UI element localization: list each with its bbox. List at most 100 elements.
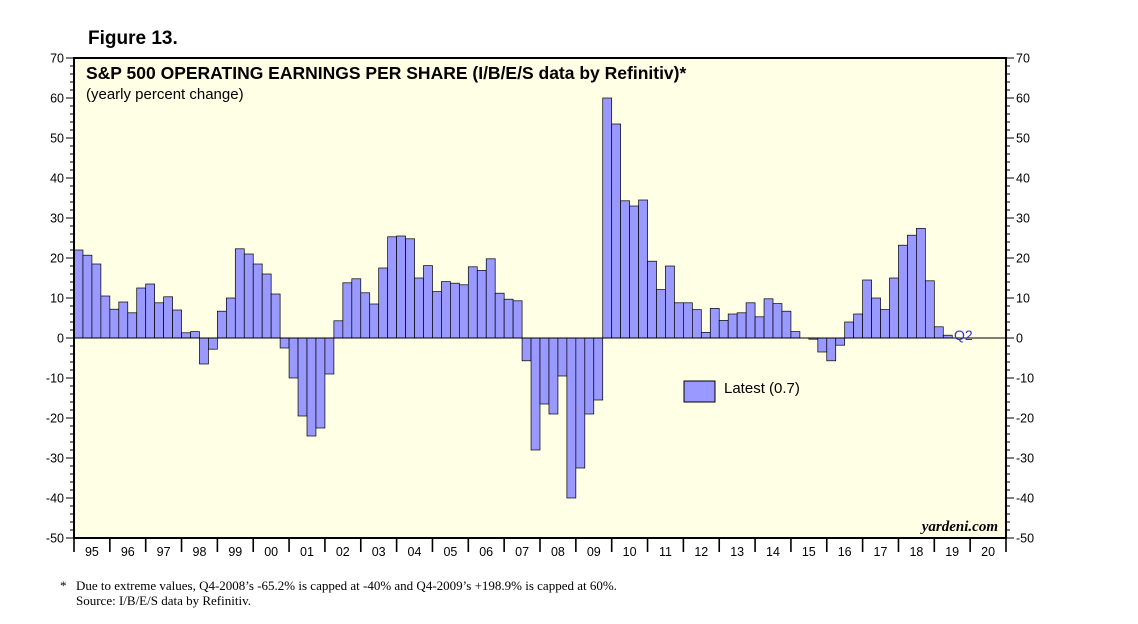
y-tick-label-left: -10: [46, 372, 64, 386]
y-tick-label-left: 10: [50, 292, 64, 306]
bar: [450, 282, 460, 339]
bar: [862, 279, 872, 339]
y-tick-label-right: -50: [1016, 532, 1034, 546]
bar: [539, 337, 550, 405]
x-tick-label: 03: [372, 545, 386, 559]
bar: [736, 312, 747, 339]
bar: [683, 302, 693, 339]
y-tick-label-right: -40: [1016, 492, 1034, 506]
bar: [333, 320, 344, 339]
bar: [243, 253, 254, 339]
chart-subtitle: (yearly percent change): [86, 86, 244, 103]
y-tick-label-right: 50: [1016, 132, 1030, 146]
bar: [297, 337, 308, 417]
bar: [548, 337, 559, 415]
footnote-line-2: Source: I/B/E/S data by Refinitiv.: [76, 593, 251, 608]
bar: [154, 302, 164, 339]
bar: [871, 297, 881, 339]
bar: [288, 337, 299, 379]
bar: [826, 337, 837, 362]
x-tick-label: 13: [730, 545, 744, 559]
bar: [835, 337, 846, 346]
bar: [82, 254, 93, 339]
x-tick-label: 97: [157, 545, 171, 559]
x-tick-label: 09: [587, 545, 601, 559]
y-tick-label-right: -10: [1016, 372, 1034, 386]
bar: [163, 296, 173, 339]
bar: [781, 310, 792, 339]
x-tick-label: 96: [121, 545, 135, 559]
x-tick-label: 98: [193, 545, 207, 559]
bar: [853, 313, 863, 339]
bar: [575, 337, 586, 469]
y-tick-label-right: 20: [1016, 252, 1030, 266]
bar: [261, 273, 272, 339]
bar: [790, 331, 801, 339]
bar: [181, 332, 191, 339]
bar: [208, 337, 218, 350]
bar: [432, 291, 442, 339]
bar: [620, 200, 630, 339]
bar: [405, 238, 415, 339]
bar: [199, 337, 209, 365]
legend: Latest (0.7): [683, 380, 800, 403]
bar: [494, 292, 505, 339]
y-tick-label-left: 70: [50, 52, 64, 66]
footnote-line-1: Due to extreme values, Q4-2008’s -65.2% …: [76, 578, 617, 593]
bar: [145, 283, 156, 339]
x-tick-label: 95: [85, 545, 99, 559]
watermark: yardeni.com: [920, 519, 998, 535]
bar: [369, 303, 380, 339]
y-tick-label-right: 70: [1016, 52, 1030, 66]
y-tick-label-left: 60: [50, 92, 64, 106]
bar: [190, 331, 200, 339]
y-tick-label-left: -50: [46, 532, 64, 546]
y-tick-label-right: -20: [1016, 412, 1034, 426]
bar: [315, 337, 326, 429]
bar: [907, 234, 917, 339]
bar: [360, 292, 371, 339]
latest-period-label: Q2: [954, 327, 973, 343]
bar: [476, 270, 487, 339]
bar: [880, 309, 890, 339]
bar: [378, 267, 389, 339]
x-tick-label: 11: [659, 545, 672, 559]
bar: [709, 308, 720, 339]
bar: [342, 282, 353, 339]
x-tick-label: 14: [766, 545, 780, 559]
bar: [557, 337, 568, 377]
bar: [933, 326, 944, 339]
bar: [441, 281, 451, 339]
bar: [91, 263, 102, 339]
bar: [674, 302, 684, 339]
y-tick-label-left: 40: [50, 172, 64, 186]
x-tick-label: 04: [408, 545, 422, 559]
bar: [656, 289, 666, 339]
bar: [727, 313, 738, 339]
x-tick-label: 15: [802, 545, 816, 559]
bar: [718, 320, 729, 339]
bar: [638, 199, 648, 339]
bar: [324, 337, 335, 375]
bar: [584, 337, 595, 415]
bar: [512, 300, 523, 339]
bar: [136, 287, 147, 339]
bar: [423, 265, 433, 339]
bar: [647, 260, 657, 339]
x-tick-label: 99: [228, 545, 242, 559]
y-tick-label-left: -30: [46, 452, 64, 466]
x-tick-label: 12: [694, 545, 708, 559]
x-tick-label: 19: [945, 545, 959, 559]
x-tick-label: 18: [909, 545, 923, 559]
bar: [665, 265, 675, 339]
y-tick-label-right: 60: [1016, 92, 1030, 106]
bar: [351, 278, 362, 339]
legend-label: Latest (0.7): [724, 380, 800, 397]
bar: [73, 249, 84, 339]
bar: [279, 337, 290, 349]
bar: [127, 312, 138, 339]
bar: [754, 316, 765, 339]
bar: [817, 337, 828, 353]
bar: [226, 297, 236, 339]
x-tick-label: 06: [479, 545, 493, 559]
